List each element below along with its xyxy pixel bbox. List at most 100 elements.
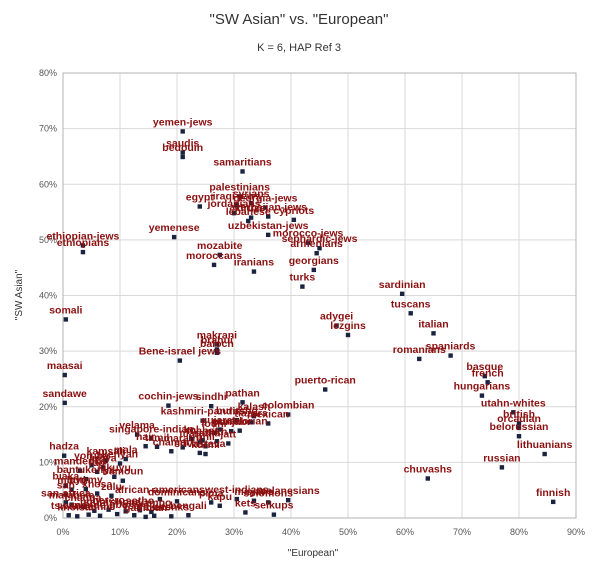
data-point: [80, 243, 86, 248]
data-point: [200, 418, 205, 423]
data-point-label: nguni: [80, 496, 109, 508]
data-point-label: russian: [483, 452, 520, 464]
x-tick-label: 80%: [510, 527, 528, 537]
data-point: [251, 414, 257, 419]
y-axis-ticks: 0% 10% 20% 30% 40% 50% 60% 70% 80%: [39, 68, 57, 523]
data-point: [77, 468, 83, 473]
data-point-label: italian: [418, 318, 448, 330]
data-point-label: igbo: [106, 499, 128, 511]
data-point: [231, 210, 237, 216]
data-point-label: lodhi: [202, 418, 227, 430]
x-tick-label: 60%: [396, 527, 414, 537]
data-point: [177, 358, 183, 363]
data-point-label: zulu: [101, 481, 122, 493]
data-point-label: sandawe: [43, 388, 88, 400]
data-point: [234, 496, 240, 502]
data-point: [323, 387, 328, 392]
data-point-label: srivastava: [174, 438, 226, 450]
data-point: [516, 425, 522, 431]
data-point-label: gujarati: [201, 415, 239, 427]
data-point: [203, 451, 208, 457]
data-point-label: cochin-jews: [138, 391, 198, 403]
data-point: [237, 194, 242, 199]
data-point: [62, 372, 67, 378]
y-tick-label: 70%: [39, 124, 57, 134]
data-point: [214, 350, 220, 355]
data-point-label: yakuts: [138, 501, 171, 513]
data-point: [285, 498, 291, 503]
data-point-label: mbuti: [57, 475, 86, 487]
data-point: [226, 441, 231, 446]
data-point: [425, 476, 430, 481]
data-point-label: spaniards: [426, 341, 476, 353]
data-point: [100, 465, 106, 470]
data-point: [89, 462, 94, 468]
data-point-label: burusho: [216, 405, 258, 417]
data-point: [166, 403, 171, 408]
x-tick-label: 10%: [111, 527, 129, 537]
data-point: [180, 445, 185, 450]
data-point: [285, 412, 291, 417]
data-point: [234, 417, 240, 423]
data-point: [248, 420, 254, 425]
data-point: [240, 169, 245, 174]
data-point: [305, 240, 311, 245]
data-point: [149, 509, 154, 515]
data-point-label: hadza: [49, 441, 79, 453]
data-point-label: khoisan: [57, 501, 97, 513]
data-point: [246, 218, 251, 224]
data-point: [448, 353, 453, 358]
data-point: [63, 500, 69, 505]
data-point-label: orcadian: [497, 413, 541, 425]
data-point: [174, 499, 180, 504]
data-point-label: french: [472, 367, 504, 379]
chart-title: "SW Asian" vs. "European": [210, 11, 389, 28]
data-point-label: kalash: [238, 401, 271, 413]
data-point: [123, 456, 128, 462]
data-point-label: yoruba: [74, 450, 109, 462]
data-point: [516, 421, 522, 426]
data-point-label: esan: [122, 500, 146, 512]
data-point-label: bhil: [196, 431, 215, 443]
data-point: [217, 427, 222, 432]
data-point-label: saudis: [166, 138, 199, 150]
data-point-label: west-indians: [204, 484, 269, 496]
data-point: [203, 444, 208, 449]
data-point: [291, 217, 297, 223]
data-point: [61, 453, 67, 458]
data-point-label: yemen-jews: [153, 116, 213, 128]
data-point-label: jatt: [219, 428, 236, 440]
data-point: [542, 451, 547, 457]
data-point-label: kamsali: [86, 446, 125, 458]
data-point-label: georgians: [289, 255, 339, 267]
data-point-label: colombian: [262, 400, 315, 412]
data-point-label: palestinians: [209, 181, 270, 193]
data-point-label: singapore-indian: [109, 423, 194, 435]
data-point-label: turks: [290, 272, 316, 284]
x-tick-label: 30%: [225, 527, 243, 537]
data-point: [197, 450, 202, 456]
data-point: [189, 436, 194, 442]
data-point-label: lebanese: [226, 206, 271, 218]
data-point-label: tamil: [145, 432, 170, 444]
data-point-label: herero: [92, 495, 125, 507]
data-point-label: azerbaijan-jews: [229, 202, 307, 214]
data-point-label: sindhi: [196, 391, 227, 403]
data-point-label: san-africa: [41, 487, 91, 499]
data-point-label: cypriots: [273, 205, 314, 217]
data-point: [134, 432, 140, 437]
data-point-label: maasai: [47, 360, 83, 372]
data-point-label: kenyan: [102, 448, 138, 460]
data-point-label: marathi: [164, 432, 202, 444]
data-point-label: african-americans: [115, 484, 205, 496]
data-point: [345, 332, 351, 338]
data-point: [271, 512, 277, 517]
data-point: [317, 246, 322, 251]
data-point: [266, 232, 271, 238]
y-tick-label: 60%: [39, 179, 57, 189]
data-point-label: xhosa: [82, 479, 113, 491]
data-point: [180, 154, 185, 160]
data-point: [80, 249, 86, 255]
data-point-label: luo: [89, 457, 105, 469]
